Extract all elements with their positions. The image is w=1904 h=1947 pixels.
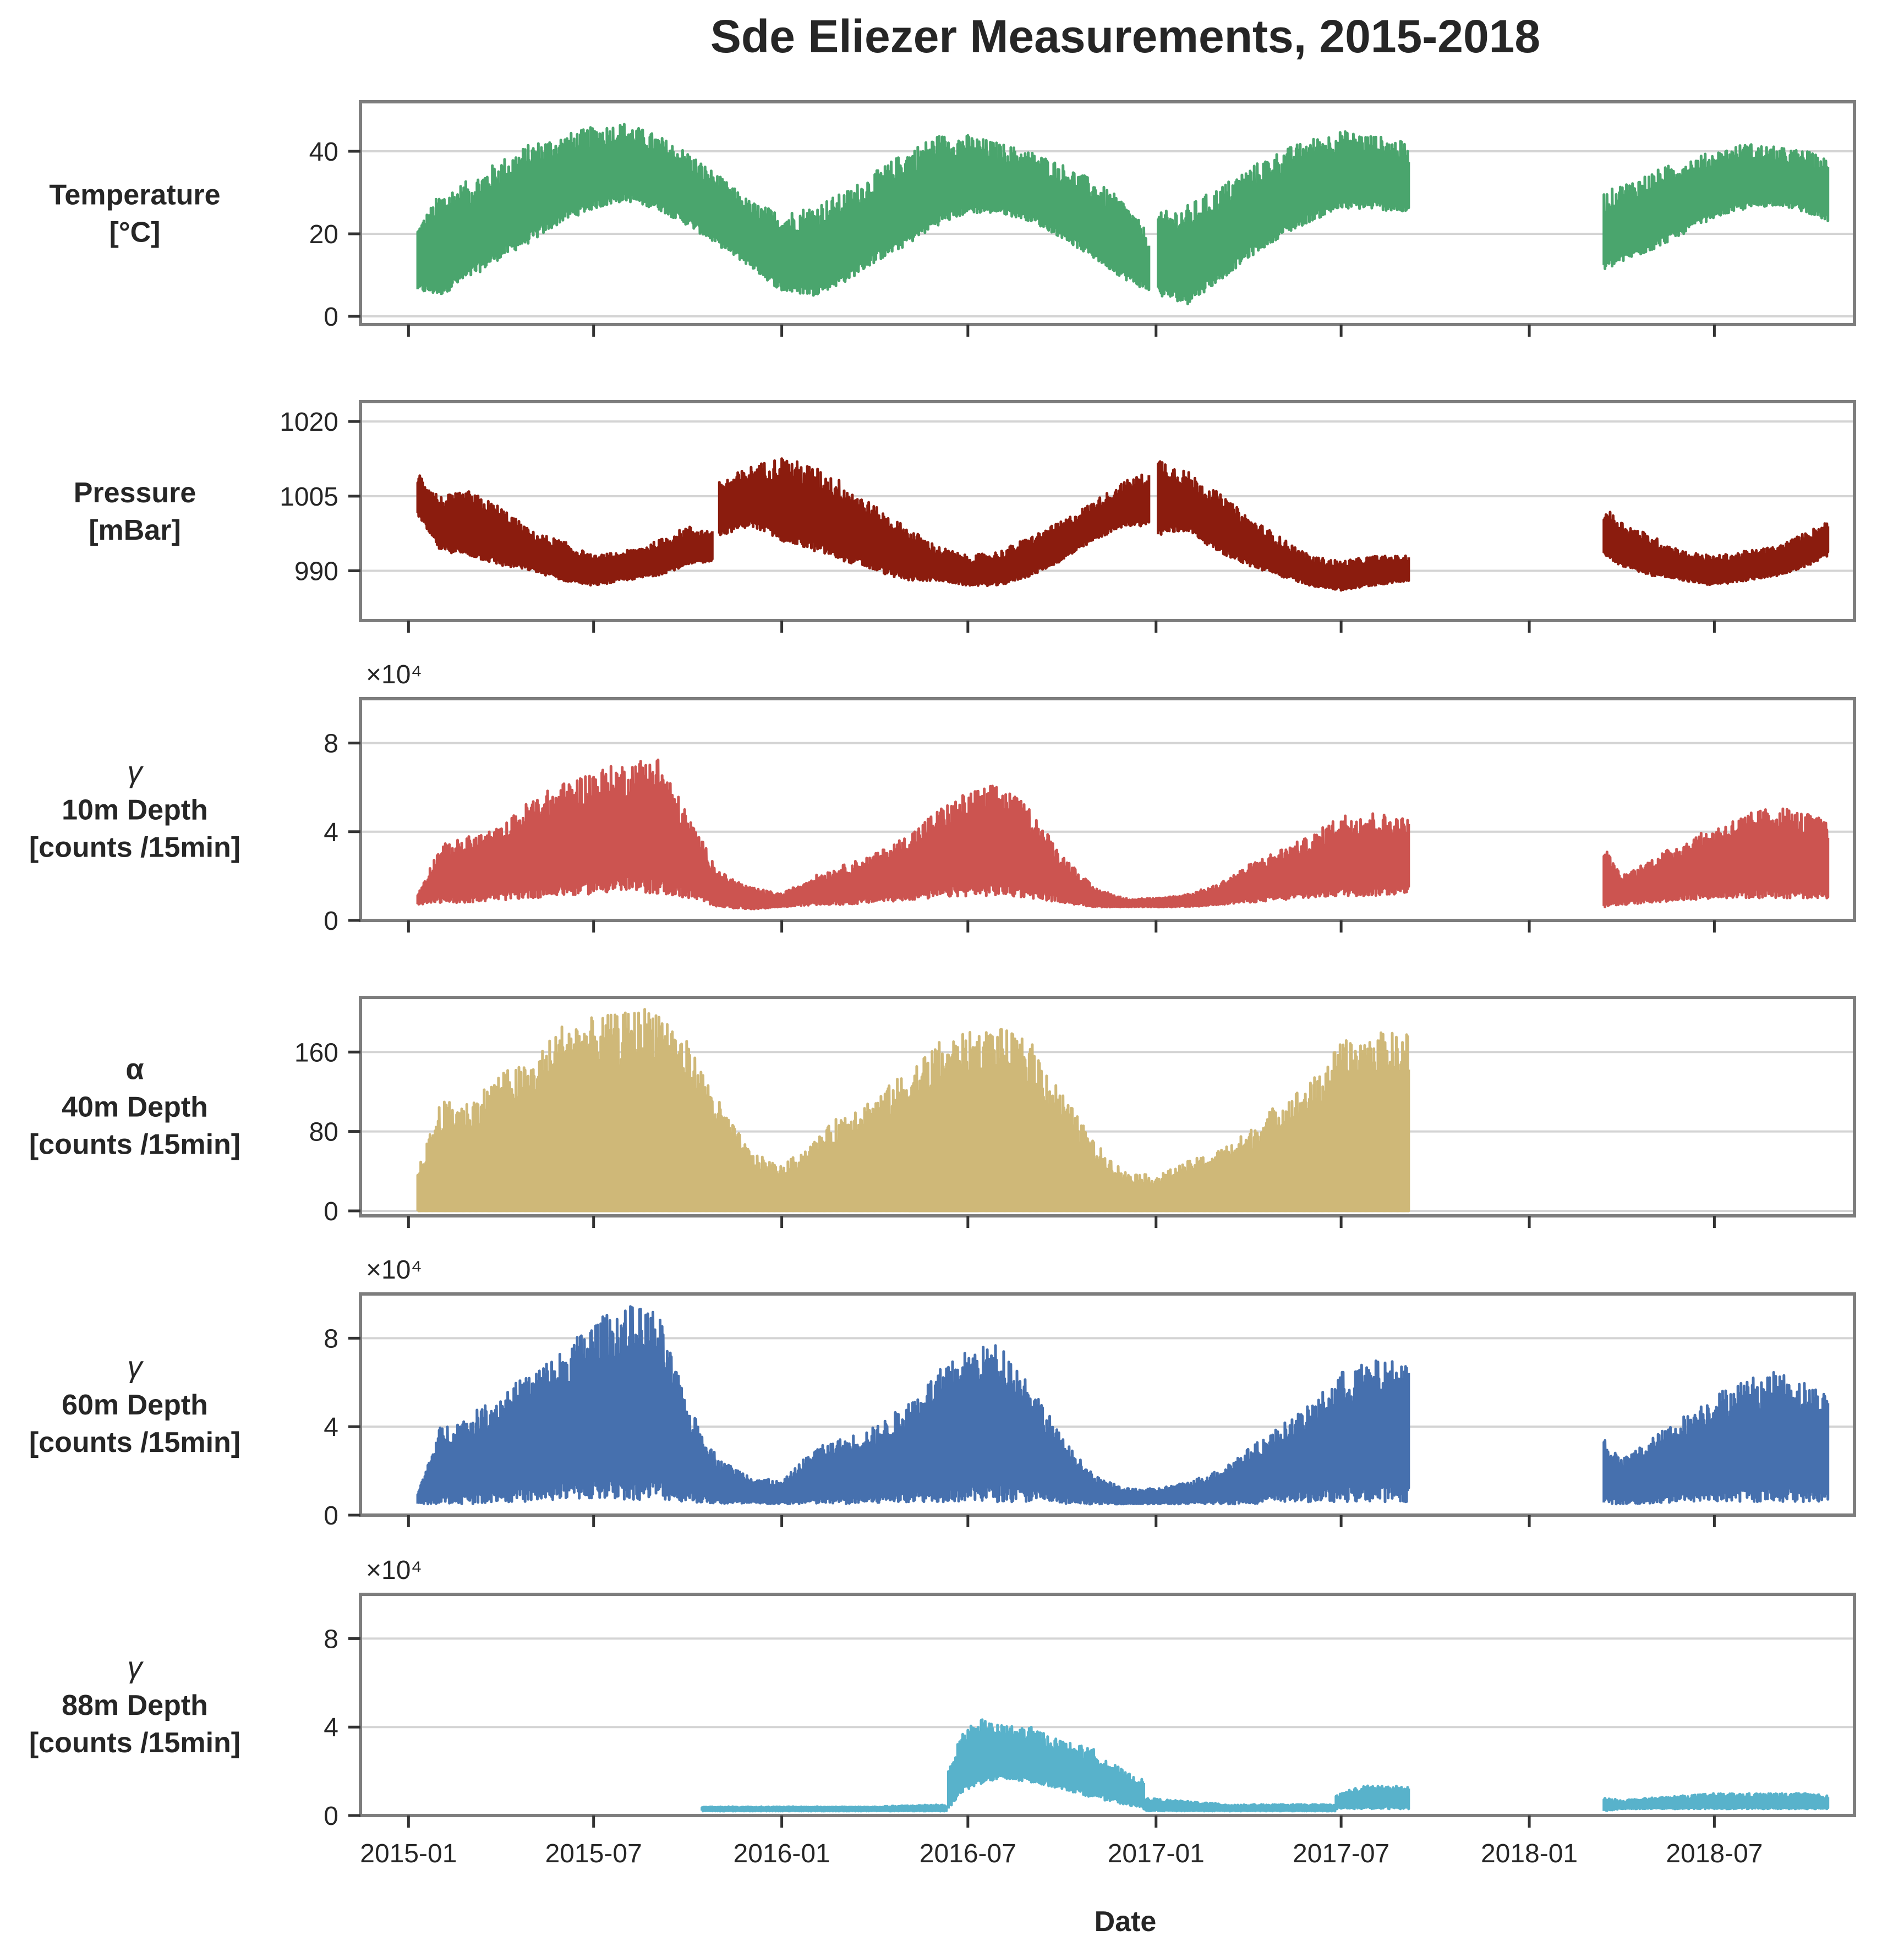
series-gamma-88m-segment-1: [947, 1718, 1145, 1811]
y-tick-label: 8: [324, 730, 338, 759]
series-temperature-segment-1: [1157, 130, 1410, 305]
x-tick-label: 2016-07: [920, 1839, 1016, 1868]
y-axis-label-line: Pressure: [74, 477, 196, 509]
y-tick-label: 990: [294, 557, 338, 586]
y-tick-label: 8: [324, 1324, 338, 1353]
y-scale-label: ×10⁴: [366, 1556, 422, 1585]
y-tick-label: 0: [324, 1501, 338, 1531]
x-tick-label: 2017-01: [1108, 1839, 1205, 1868]
y-axis-label-line: γ: [128, 756, 144, 789]
y-tick-label: 1020: [280, 408, 338, 437]
y-axis-label-line: 88m Depth: [62, 1690, 208, 1721]
y-axis-label-line: [counts /15min]: [29, 832, 240, 864]
y-tick-label: 4: [324, 818, 338, 847]
y-axis-label-line: 40m Depth: [62, 1092, 208, 1123]
series-gamma-88m-segment-2: [1143, 1797, 1337, 1813]
series-temperature-segment-0: [416, 123, 1151, 297]
y-axis-label-line: 10m Depth: [62, 794, 208, 826]
panel-frame: [359, 400, 1856, 622]
panel-pressure: 990 1005 1020 Pressure [mBar]: [74, 400, 1856, 633]
panel-gamma-10m: 0 4 8 ×10⁴ γ 10m Depth [counts /15min]: [29, 660, 1856, 936]
panel-alpha-40m: 0 80 160 α 40m Depth [counts /15min]: [29, 996, 1856, 1228]
series-gamma-60m-segment-0: [416, 1305, 1410, 1506]
y-axis-label-line: 60m Depth: [62, 1389, 208, 1421]
y-tick-label: 160: [294, 1038, 338, 1067]
chart-title: Sde Eliezer Measurements, 2015-2018: [710, 10, 1540, 62]
series-temperature-segment-2: [1602, 143, 1830, 270]
series-gamma-10m-segment-1: [1602, 807, 1830, 908]
series-gamma-60m-segment-1: [1602, 1371, 1830, 1506]
y-axis-label-line: [°C]: [110, 217, 161, 249]
y-axis-label-line: γ: [128, 1651, 144, 1684]
series-pressure-segment-1: [718, 457, 1151, 588]
x-tick-label: 2016-01: [734, 1839, 830, 1868]
series-alpha-40m-segment-0: [416, 1008, 1410, 1213]
y-tick-label: 20: [309, 220, 338, 249]
series-pressure-segment-2: [1157, 460, 1410, 592]
series-gamma-10m-segment-0: [416, 758, 1410, 911]
series-gamma-88m-segment-4: [1602, 1792, 1830, 1812]
panel-gamma-60m: 0 4 8 ×10⁴ γ 60m Depth [counts /15min]: [29, 1255, 1856, 1531]
y-tick-label: 4: [324, 1713, 338, 1742]
panels-layer: 02040Temperature[°C]99010051020Pressure[…: [29, 100, 1856, 1831]
x-tick-label: 2015-07: [545, 1839, 642, 1868]
series-gamma-88m-segment-0: [701, 1803, 948, 1813]
y-tick-label: 0: [324, 1197, 338, 1226]
panel-frame: [359, 1593, 1856, 1817]
x-tick-label: 2018-01: [1481, 1839, 1578, 1868]
y-tick-label: 1005: [280, 482, 338, 512]
x-tick-label: 2015-01: [360, 1839, 457, 1868]
series-pressure-segment-3: [1602, 511, 1830, 586]
y-tick-label: 0: [324, 303, 338, 332]
y-tick-label: 0: [324, 907, 338, 936]
y-tick-label: 0: [324, 1802, 338, 1831]
y-tick-label: 8: [324, 1625, 338, 1654]
panel-gamma-88m: 0 4 8 ×10⁴ γ 88m Depth [counts /15min]: [29, 1556, 1856, 1831]
y-axis-label-line: [counts /15min]: [29, 1129, 240, 1161]
series-pressure-segment-0: [416, 474, 714, 587]
y-axis-label-line: γ: [128, 1351, 144, 1384]
y-axis-label-line: α: [125, 1053, 144, 1086]
x-tick-label: 2017-07: [1293, 1839, 1389, 1868]
panel-frame: [359, 697, 1856, 922]
y-axis-label-line: Temperature: [49, 179, 220, 211]
y-tick-label: 40: [309, 138, 338, 167]
panel-frame: [359, 1292, 1856, 1517]
y-axis-label-line: [counts /15min]: [29, 1727, 240, 1759]
x-tick-label: 2018-07: [1666, 1839, 1763, 1868]
y-scale-label: ×10⁴: [366, 660, 422, 689]
y-tick-label: 4: [324, 1413, 338, 1442]
panel-frame: [359, 996, 1856, 1217]
x-axis-label: Date: [1095, 1906, 1157, 1938]
panel-temperature: 0 20 40 Temperature [°C]: [49, 100, 1856, 337]
x-axis: 2015-01 2015-07 2016-01 2016-07 2017-01 2017-…: [360, 1839, 1763, 1868]
y-tick-label: 80: [309, 1118, 338, 1147]
panel-frame: [359, 100, 1856, 326]
series-gamma-88m-segment-3: [1334, 1784, 1410, 1811]
y-axis-label-line: [counts /15min]: [29, 1427, 240, 1458]
y-axis-label-line: [mBar]: [89, 514, 181, 546]
y-scale-label: ×10⁴: [366, 1255, 422, 1285]
